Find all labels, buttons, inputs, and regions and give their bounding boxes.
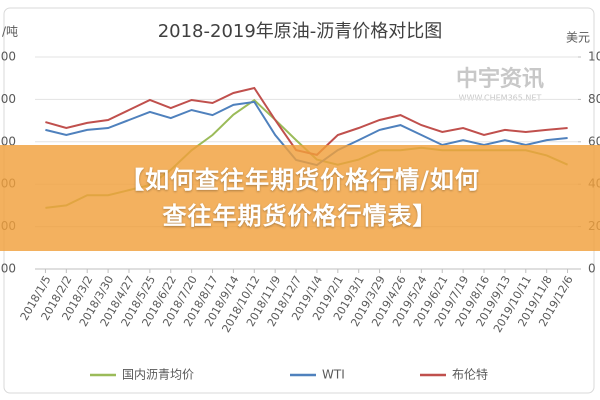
- banner: 【如何查往年期货价格行情/如何 查往年期货价格行情表】: [0, 145, 600, 251]
- y-tick-label: 4500: [0, 50, 16, 64]
- watermark-url: WWW.CHEM365.NET: [459, 94, 542, 103]
- chart-title: 2018-2019年原油-沥青价格对比图: [158, 21, 443, 42]
- y-tick-label: 4000: [0, 92, 16, 106]
- legend-label: 国内沥青均价: [122, 368, 194, 382]
- y-tick-label: 2000: [0, 262, 16, 276]
- y-tick-label: 3500: [0, 134, 16, 148]
- y2-axis-label: 美元: [566, 31, 590, 45]
- legend-label: WTI: [322, 368, 345, 382]
- y2-tick-label: 0: [588, 262, 596, 276]
- watermark-brand: 中宇资讯: [456, 67, 544, 92]
- banner-line: 【如何查往年期货价格行情/如何: [120, 166, 480, 194]
- y2-tick-label: 80: [588, 92, 600, 106]
- y2-tick-label: 60: [588, 134, 600, 148]
- banner-line: 查往年期货价格行情表】: [162, 202, 438, 230]
- legend-label: 布伦特: [452, 367, 488, 382]
- y-axis-label: /吨: [2, 25, 18, 39]
- y2-tick-label: 100: [588, 50, 600, 64]
